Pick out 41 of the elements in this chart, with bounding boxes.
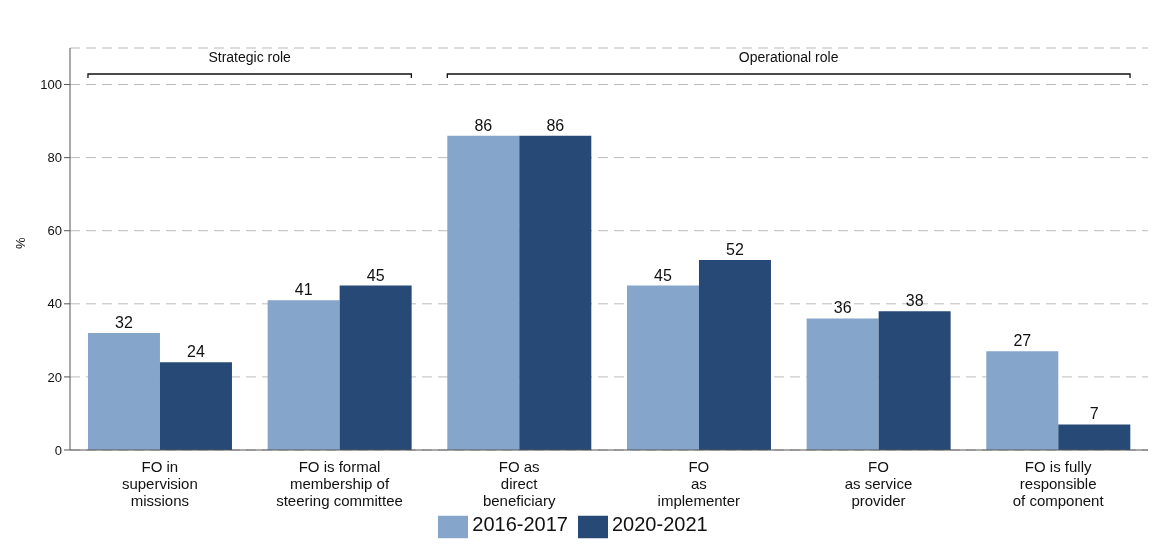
bar	[878, 311, 951, 450]
y-tick-label: 40	[47, 296, 62, 312]
data-label: 24	[187, 343, 205, 361]
data-label: 7	[1089, 405, 1099, 423]
data-label: 52	[726, 240, 744, 258]
bar	[626, 285, 699, 450]
data-label: 45	[366, 266, 385, 284]
annotation: Strategic role	[208, 49, 292, 65]
bar	[87, 333, 160, 450]
bar	[698, 259, 771, 450]
bar	[159, 362, 232, 450]
data-label: 86	[474, 116, 493, 134]
legend-label: 2016-2017	[472, 513, 568, 536]
y-tick-label: 60	[47, 223, 62, 239]
data-label: 41	[294, 281, 313, 299]
data-label: 38	[905, 292, 924, 310]
x-tick-label: FO as direct beneficiary	[482, 458, 556, 509]
y-axis-title: %	[12, 237, 28, 249]
x-tick-label: FO is formal membership of steering committee	[276, 458, 403, 509]
bar	[806, 318, 879, 450]
annotation: Operational role	[738, 49, 839, 65]
x-tick-label: FO as implementer	[657, 458, 741, 509]
data-label: 86	[546, 116, 565, 134]
bar	[447, 135, 520, 450]
y-tick-label: 100	[40, 77, 62, 93]
legend-label: 2020-2021	[612, 513, 708, 536]
bar	[519, 135, 592, 450]
y-tick-label: 0	[54, 442, 62, 458]
bar	[1058, 424, 1131, 450]
data-label: 27	[1013, 332, 1032, 350]
bar	[339, 285, 412, 450]
y-tick-label: 80	[47, 150, 62, 166]
data-label: 45	[654, 266, 672, 284]
data-label: 36	[833, 299, 852, 317]
x-tick-label: FO is fully responsible of component	[1012, 458, 1105, 509]
x-tick-label: FO in supervision missions	[121, 458, 198, 509]
data-label: 32	[115, 314, 133, 332]
x-tick-label: FO as service provider	[844, 458, 913, 509]
bar	[986, 351, 1059, 450]
bar	[267, 300, 340, 450]
y-tick-label: 20	[47, 369, 62, 385]
